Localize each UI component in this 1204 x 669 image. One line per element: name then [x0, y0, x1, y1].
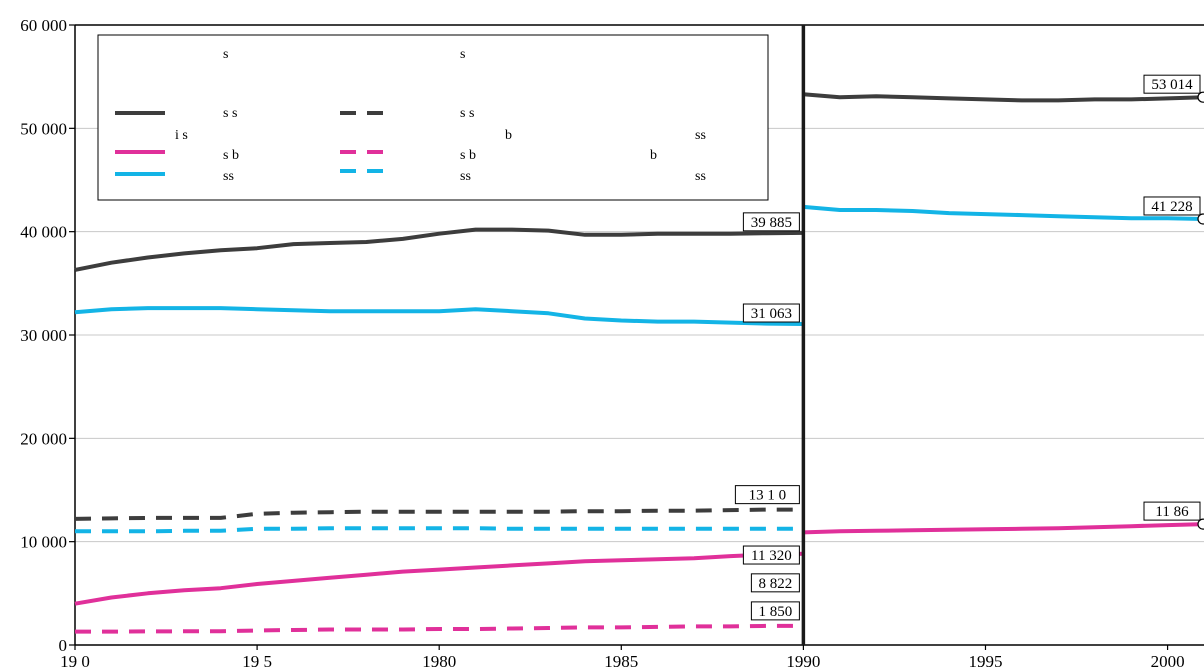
data-label: 11 86	[1155, 504, 1189, 520]
data-label-box	[742, 212, 800, 232]
series-line-dashed	[75, 623, 804, 634]
x-tick-label: 1995	[968, 652, 1002, 669]
y-tick-label: 20 000	[20, 429, 67, 448]
data-label-box	[750, 601, 800, 621]
data-label-box	[742, 545, 800, 565]
data-label: 11 320	[751, 548, 792, 564]
x-tick-label: 1980	[422, 652, 456, 669]
end-marker	[1197, 518, 1204, 530]
legend-text: b	[505, 128, 512, 143]
data-label-box	[1143, 501, 1201, 521]
data-label-box	[734, 485, 800, 505]
legend-text: s s	[223, 106, 237, 121]
y-tick-label: 40 000	[20, 223, 67, 242]
y-tick-label: 50 000	[20, 119, 67, 138]
end-marker	[1197, 91, 1204, 103]
data-label: 8 822	[759, 576, 793, 592]
data-label-box	[750, 573, 800, 593]
legend-text: s b	[223, 148, 239, 163]
legend-text: s b	[460, 148, 476, 163]
series-line	[74, 306, 804, 326]
end-marker	[1197, 213, 1204, 225]
legend-text: s	[223, 47, 228, 62]
series-line	[74, 227, 804, 272]
legend-text: i s	[175, 128, 188, 143]
x-tick-label: 1985	[604, 652, 638, 669]
series-line-dashed	[74, 507, 804, 521]
legend-box	[97, 34, 769, 201]
y-tick-label: 0	[59, 636, 68, 655]
series-line	[74, 551, 804, 606]
y-tick-label: 60 000	[20, 16, 67, 35]
series-line	[803, 92, 1204, 103]
series-line-dashed	[75, 526, 804, 534]
legend-text: s s	[460, 106, 474, 121]
data-labels: 53 014 41 228 11 86 39 885 31 063 13 1 0 11 32…	[734, 74, 1204, 621]
data-label-box	[1143, 74, 1201, 94]
x-tick-label: 19 0	[60, 652, 90, 669]
data-label-box	[1143, 196, 1201, 216]
data-label-box	[742, 303, 800, 323]
series-lines	[74, 92, 1204, 634]
y-tick-label: 30 000	[20, 326, 67, 345]
tick-labels: 0 10 000 20 000 30 000 40 000 50 000 60 000 19 …	[20, 16, 1184, 669]
legend-text: b	[650, 148, 657, 163]
data-label: 39 885	[751, 215, 792, 231]
data-label: 41 228	[1151, 199, 1192, 215]
x-tick-label: 2000	[1151, 652, 1185, 669]
legend-text: ss	[223, 169, 234, 184]
legend-text: ss	[460, 169, 471, 184]
axes	[69, 24, 1204, 650]
data-label: 53 014	[1151, 77, 1193, 93]
data-label: 13 1 0	[749, 488, 787, 504]
series-line	[803, 204, 1204, 221]
legend-text: s	[460, 47, 465, 62]
legend-text: ss	[695, 128, 706, 143]
data-label: 31 063	[751, 306, 792, 322]
data-label: 1 850	[759, 604, 793, 620]
y-tick-label: 10 000	[20, 533, 67, 552]
series-line	[803, 522, 1204, 535]
x-tick-label: 1990	[786, 652, 820, 669]
legend-text: ss	[695, 169, 706, 184]
x-tick-label: 19 5	[242, 652, 272, 669]
